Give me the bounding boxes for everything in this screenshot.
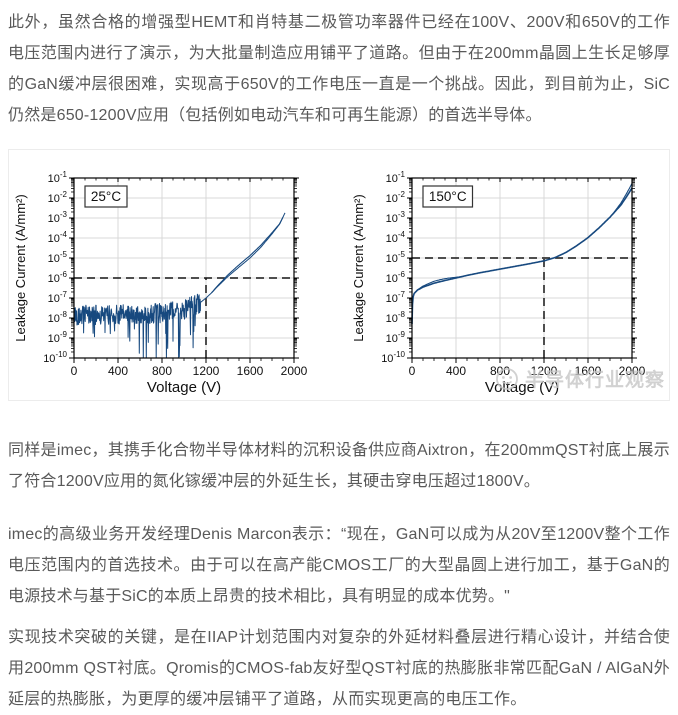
svg-text:Voltage (V): Voltage (V) (485, 379, 559, 396)
svg-text:Leakage Current (A/mm²): Leakage Current (A/mm²) (351, 194, 366, 341)
svg-text:400: 400 (446, 364, 466, 378)
svg-text:10-6: 10-6 (48, 270, 68, 285)
svg-text:800: 800 (152, 364, 172, 378)
svg-text:10-1: 10-1 (48, 170, 68, 185)
svg-text:0: 0 (409, 364, 416, 378)
svg-text:10-5: 10-5 (386, 250, 406, 265)
paragraph-intro: 此外，虽然合格的增强型HEMT和肖特基二极管功率器件已经在100V、200V和6… (8, 14, 670, 124)
svg-text:0: 0 (71, 364, 78, 378)
svg-text:10-1: 10-1 (386, 170, 406, 185)
figure-leakage-charts: 0 400 800 1200 1600 2000 10-1 10-2 10-3 10-4 10-5 1… (8, 149, 670, 401)
paragraph-denis-marcon-quote: imec的高级业务开发经理Denis Marcon表示：“现在，GaN可以成为从… (8, 526, 670, 605)
svg-text:1600: 1600 (237, 364, 264, 378)
svg-text:10-7: 10-7 (386, 290, 406, 305)
paragraph-imec-aixtron: 同样是imec，其携手化合物半导体材料的沉积设备供应商Aixtron，在200m… (8, 442, 670, 490)
svg-text:10-5: 10-5 (48, 250, 68, 265)
svg-text:10-3: 10-3 (386, 210, 406, 225)
svg-text:10-9: 10-9 (48, 330, 68, 345)
svg-text:2000: 2000 (619, 364, 646, 378)
svg-text:800: 800 (490, 364, 510, 378)
svg-text:10-6: 10-6 (386, 270, 406, 285)
svg-text:1200: 1200 (193, 364, 220, 378)
svg-text:10-7: 10-7 (48, 290, 68, 305)
svg-text:10-10: 10-10 (381, 350, 405, 365)
svg-text:25°C: 25°C (91, 189, 121, 204)
svg-text:10-10: 10-10 (43, 350, 67, 365)
svg-text:1600: 1600 (575, 364, 602, 378)
svg-text:10-3: 10-3 (48, 210, 68, 225)
svg-text:10-9: 10-9 (386, 330, 406, 345)
svg-text:2000: 2000 (281, 364, 308, 378)
svg-text:Voltage (V): Voltage (V) (147, 379, 221, 396)
svg-text:10-4: 10-4 (386, 230, 406, 245)
svg-text:10-2: 10-2 (48, 190, 68, 205)
svg-text:10-8: 10-8 (386, 310, 406, 325)
chart-leakage-150c: 0 400 800 1200 1600 2000 10-1 10-2 10-3 10-4 10-5 1… (351, 170, 646, 396)
svg-text:400: 400 (108, 364, 128, 378)
svg-text:10-2: 10-2 (386, 190, 406, 205)
svg-text:150°C: 150°C (429, 189, 467, 204)
svg-text:Leakage Current (A/mm²): Leakage Current (A/mm²) (13, 194, 28, 341)
svg-text:1200: 1200 (531, 364, 558, 378)
paragraph-qst-substrate: 实现技术突破的关键，是在IIAP计划范围内对复杂的外延材料叠层进行精心设计，并结… (8, 629, 670, 708)
svg-text:10-8: 10-8 (48, 310, 68, 325)
svg-text:10-4: 10-4 (48, 230, 68, 245)
chart-leakage-25c: 0 400 800 1200 1600 2000 10-1 10-2 10-3 10-4 10-5 1… (13, 170, 308, 396)
